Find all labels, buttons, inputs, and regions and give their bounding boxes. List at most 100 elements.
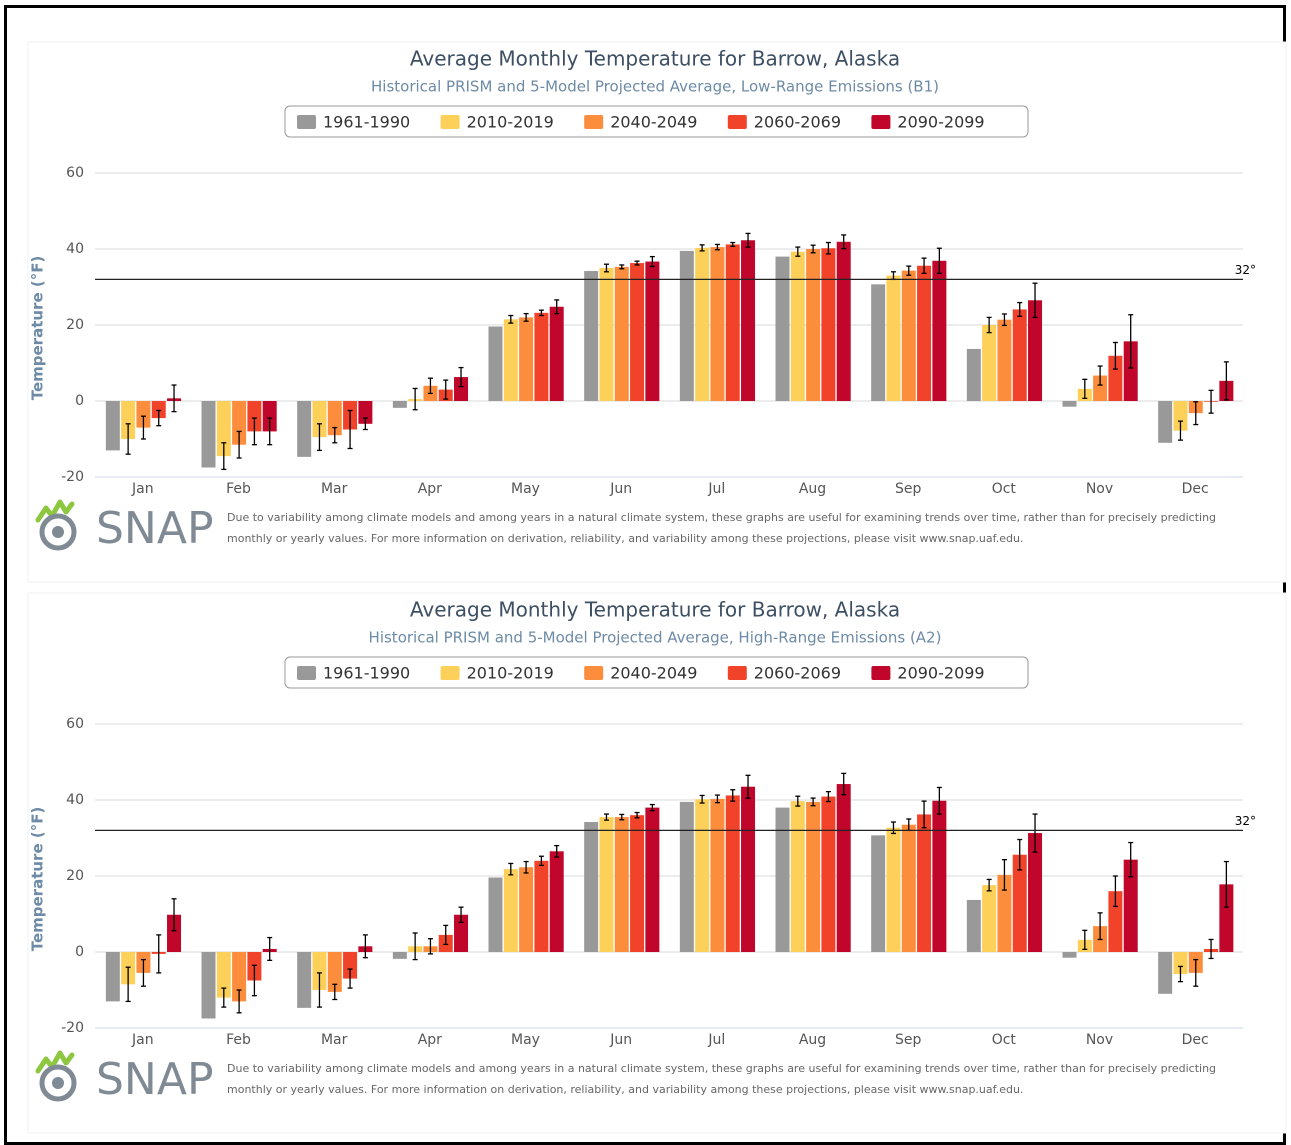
error-bar [936, 786, 942, 815]
chart-panel: Average Monthly Temperature for Barrow, … [0, 591, 1291, 1136]
error-bar [795, 795, 801, 807]
bar [327, 952, 342, 992]
error-bar [412, 387, 418, 411]
x-tick-label: Apr [418, 1032, 442, 1048]
legend-swatch[interactable] [584, 115, 604, 129]
legend-label[interactable]: 2010-2019 [467, 113, 554, 132]
bar [488, 326, 503, 401]
legend-item[interactable]: 2040-2049 [584, 664, 697, 683]
legend: 1961-1990 2010-2019 2040-2049 2060-2069 2090… [284, 656, 1029, 689]
bar [1173, 952, 1188, 975]
legend-swatch[interactable] [584, 666, 604, 680]
error-bar [538, 309, 544, 317]
bar [392, 401, 407, 408]
error-bar [125, 966, 131, 1003]
bar [1012, 854, 1027, 952]
bar [262, 401, 277, 432]
bar [645, 807, 660, 952]
legend-swatch[interactable] [440, 115, 460, 129]
legend-item[interactable]: 1961-1990 [297, 113, 410, 132]
error-bar [795, 246, 801, 257]
bar [836, 784, 851, 952]
bar [1012, 309, 1027, 401]
bar [1219, 884, 1234, 952]
footer-note: Due to variability among climate models … [227, 1062, 1217, 1096]
y-axis-title: Temperature (°F) [29, 256, 47, 401]
bar [534, 860, 549, 952]
logo-dot [52, 1077, 64, 1089]
legend-swatch[interactable] [727, 115, 747, 129]
legend-item[interactable]: 2060-2069 [727, 113, 841, 132]
bar [343, 952, 358, 979]
legend-label[interactable]: 2040-2049 [610, 113, 697, 132]
footer-note: Due to variability among climate models … [227, 511, 1217, 545]
logo-text: SNAP [96, 503, 213, 554]
bar [725, 795, 740, 952]
error-bar [316, 423, 322, 452]
bar [232, 401, 247, 445]
error-bar [251, 417, 257, 446]
error-bar [1193, 401, 1199, 426]
error-bar [745, 232, 751, 248]
error-bar [1223, 361, 1229, 401]
error-bar [267, 417, 273, 446]
error-bar [236, 430, 242, 459]
legend-item[interactable]: 2090-2099 [871, 113, 985, 132]
bar [836, 241, 851, 401]
legend-item[interactable]: 2090-2099 [871, 664, 985, 683]
error-bar [1001, 313, 1007, 327]
bar [790, 801, 805, 952]
error-bar [1128, 841, 1134, 878]
y-tick-label: 20 [66, 317, 84, 333]
bar [886, 827, 901, 952]
legend-swatch[interactable] [871, 666, 891, 680]
logo-icon [35, 1050, 77, 1102]
bar [695, 799, 710, 952]
legend-label[interactable]: 1961-1990 [323, 664, 410, 683]
legend-label[interactable]: 2060-2069 [754, 664, 841, 683]
error-bar [554, 299, 560, 315]
bar [105, 401, 120, 451]
error-bar [1208, 938, 1214, 960]
error-bar [362, 417, 368, 431]
bar [966, 899, 981, 952]
legend-item[interactable]: 2040-2049 [584, 113, 697, 132]
legend-swatch[interactable] [297, 666, 316, 680]
legend-label[interactable]: 2060-2069 [754, 113, 841, 132]
error-bar [1177, 420, 1183, 441]
chart: Average Monthly Temperature for Barrow, … [27, 41, 1287, 583]
error-bar [332, 983, 338, 1001]
legend-swatch[interactable] [727, 666, 747, 680]
error-bar [523, 312, 529, 322]
legend-label[interactable]: 2090-2099 [897, 113, 984, 132]
bar [630, 815, 645, 952]
legend-label[interactable]: 1961-1990 [323, 113, 410, 132]
error-bar [810, 244, 816, 254]
x-tick-label: Nov [1086, 481, 1113, 497]
legend-label[interactable]: 2010-2019 [467, 664, 554, 683]
legend-swatch[interactable] [871, 115, 891, 129]
x-tick-label: Jun [609, 481, 632, 497]
legend-label[interactable]: 2040-2049 [610, 664, 697, 683]
error-bar [1017, 838, 1023, 871]
bar [1158, 952, 1173, 994]
x-tick-label: Sep [895, 481, 922, 497]
bar [1123, 341, 1138, 401]
legend-item[interactable]: 2010-2019 [440, 664, 554, 683]
x-tick-label: Dec [1182, 1032, 1209, 1048]
x-tick-label: Aug [799, 481, 826, 497]
error-bar [1032, 813, 1038, 853]
legend-item[interactable]: 2010-2019 [440, 113, 554, 132]
error-bar [699, 244, 705, 252]
bar [105, 952, 120, 1002]
error-bar [1112, 341, 1118, 370]
x-tick-label: Jan [131, 481, 154, 497]
legend-swatch[interactable] [440, 666, 460, 680]
logo-ring [39, 513, 77, 551]
legend-label[interactable]: 2090-2099 [897, 664, 984, 683]
legend-item[interactable]: 1961-1990 [297, 664, 410, 683]
legend-item[interactable]: 2060-2069 [727, 664, 841, 683]
bar [454, 377, 469, 401]
legend-swatch[interactable] [297, 115, 316, 129]
bar [121, 401, 136, 439]
